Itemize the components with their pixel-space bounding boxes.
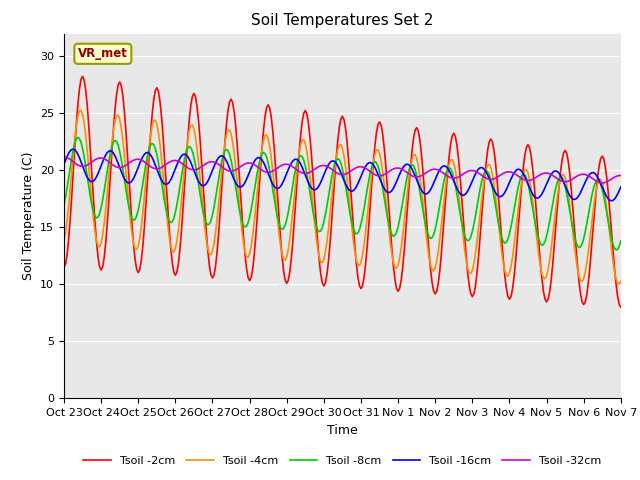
Tsoil -8cm — [77, 139, 85, 145]
Line: Tsoil -2cm: Tsoil -2cm — [64, 76, 621, 307]
Tsoil -32cm — [549, 173, 557, 179]
Legend: Tsoil -2cm, Tsoil -4cm, Tsoil -8cm, Tsoil -16cm, Tsoil -32cm: Tsoil -2cm, Tsoil -4cm, Tsoil -8cm, Tsoi… — [79, 451, 606, 470]
Tsoil -32cm — [598, 180, 606, 186]
Y-axis label: Soil Temperature (C): Soil Temperature (C) — [22, 152, 35, 280]
X-axis label: Time: Time — [327, 424, 358, 437]
Tsoil -4cm — [397, 245, 405, 251]
Line: Tsoil -16cm: Tsoil -16cm — [64, 149, 621, 201]
Tsoil -8cm — [550, 192, 558, 198]
Tsoil -8cm — [379, 185, 387, 191]
Tsoil -16cm — [410, 169, 417, 175]
Tsoil -32cm — [60, 154, 68, 160]
Tsoil -32cm — [396, 166, 403, 171]
Tsoil -4cm — [379, 168, 387, 174]
Title: Soil Temperatures Set 2: Soil Temperatures Set 2 — [252, 13, 433, 28]
Tsoil -8cm — [617, 238, 625, 244]
Tsoil -4cm — [60, 238, 68, 243]
Tsoil -4cm — [550, 219, 558, 225]
Tsoil -4cm — [165, 234, 173, 240]
Tsoil -2cm — [60, 264, 68, 270]
Tsoil -4cm — [76, 108, 83, 114]
Tsoil -2cm — [79, 73, 86, 79]
Tsoil -32cm — [164, 160, 172, 166]
Tsoil -8cm — [410, 163, 417, 168]
Tsoil -16cm — [60, 161, 68, 167]
Tsoil -2cm — [379, 131, 387, 136]
Tsoil -32cm — [377, 173, 385, 179]
Tsoil -2cm — [165, 226, 173, 231]
Tsoil -8cm — [60, 203, 68, 208]
Tsoil -2cm — [410, 135, 417, 141]
Tsoil -32cm — [617, 173, 625, 179]
Tsoil -32cm — [408, 173, 416, 179]
Tsoil -32cm — [76, 163, 83, 169]
Tsoil -16cm — [379, 182, 387, 188]
Tsoil -4cm — [616, 281, 623, 287]
Tsoil -4cm — [617, 278, 625, 284]
Line: Tsoil -32cm: Tsoil -32cm — [64, 157, 621, 183]
Line: Tsoil -4cm: Tsoil -4cm — [64, 110, 621, 284]
Tsoil -16cm — [550, 168, 558, 174]
Tsoil -8cm — [612, 247, 620, 253]
Tsoil -16cm — [608, 198, 616, 204]
Tsoil -8cm — [74, 134, 82, 140]
Tsoil -16cm — [617, 184, 625, 190]
Tsoil -2cm — [76, 86, 83, 92]
Tsoil -16cm — [165, 180, 173, 185]
Tsoil -8cm — [397, 208, 405, 214]
Line: Tsoil -8cm: Tsoil -8cm — [64, 137, 621, 250]
Tsoil -8cm — [165, 218, 173, 224]
Tsoil -16cm — [77, 159, 85, 165]
Tsoil -16cm — [397, 168, 405, 174]
Tsoil -4cm — [77, 108, 85, 113]
Text: VR_met: VR_met — [78, 48, 128, 60]
Tsoil -4cm — [410, 152, 417, 158]
Tsoil -2cm — [550, 242, 558, 248]
Tsoil -16cm — [69, 146, 77, 152]
Tsoil -2cm — [617, 304, 625, 310]
Tsoil -2cm — [397, 277, 405, 283]
